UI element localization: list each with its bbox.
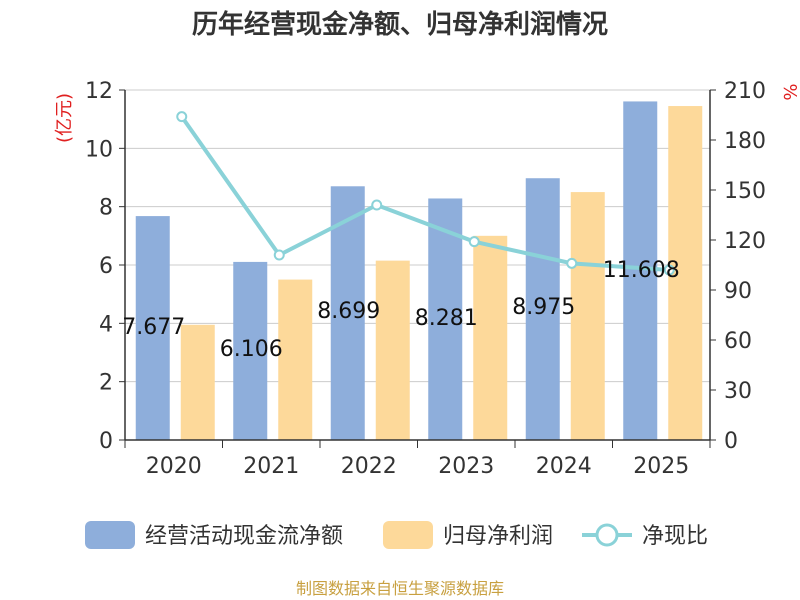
bars-group: [135, 101, 703, 441]
ratio-point: [176, 111, 188, 123]
netprofit-bar: [668, 106, 703, 441]
left-tick-label: 6: [99, 254, 113, 279]
right-tick-label: 210: [724, 79, 766, 104]
cashflow-data-label: 11.608: [603, 258, 680, 283]
legend-label-netprofit: 归母净利润: [443, 524, 553, 549]
cashflow-data-label: 7.677: [122, 315, 185, 340]
cashflow-data-label: 6.106: [220, 337, 283, 362]
legend-swatch-cashflow: [85, 521, 135, 549]
left-tick-label: 12: [85, 79, 113, 104]
legend-swatch-netprofit: [383, 521, 433, 549]
netprofit-bar: [180, 324, 215, 440]
left-tick-label: 10: [85, 137, 113, 162]
left-tick-label: 2: [99, 371, 113, 396]
ratio-point: [273, 249, 285, 261]
x-tick-label: 2022: [341, 454, 397, 479]
x-tick-label: 2024: [536, 454, 592, 479]
netprofit-bar: [473, 235, 508, 440]
legend: 经营活动现金流净额 归母净利润 净现比: [85, 521, 708, 549]
right-axis-unit: %: [779, 83, 800, 100]
ratio-point: [371, 199, 383, 211]
cashflow-bar: [233, 261, 268, 440]
x-tick-label: 2020: [146, 454, 202, 479]
cashflow-data-label: 8.975: [512, 295, 575, 320]
left-tick-label: 0: [99, 429, 113, 454]
data-labels-group: 7.677 6.106 8.699 8.281 8.975 11.608: [122, 258, 679, 362]
chart-title: 历年经营现金净额、归母净利润情况: [192, 9, 608, 40]
ratio-line: [180, 115, 670, 272]
cashflow-data-label: 8.281: [415, 306, 478, 331]
ratio-point: [468, 236, 480, 248]
legend-label-cashflow: 经营活动现金流净额: [145, 524, 343, 549]
right-tick-label: 150: [724, 179, 766, 204]
ratio-point: [663, 264, 675, 276]
left-tick-label: 4: [99, 312, 113, 337]
gridlines: [125, 89, 710, 383]
x-tick-label: 2023: [438, 454, 494, 479]
cashflow-bar: [525, 178, 560, 440]
cashflow-data-label: 8.699: [317, 299, 380, 324]
right-tick-label: 90: [724, 279, 752, 304]
right-tick-label: 180: [724, 129, 766, 154]
netprofit-bar: [375, 260, 410, 440]
netprofit-bar: [278, 279, 313, 440]
source-note: 制图数据来自恒生聚源数据库: [296, 579, 504, 598]
left-axis-unit: (亿元): [54, 93, 75, 143]
ratio-point: [566, 257, 578, 269]
cashflow-bar: [428, 198, 463, 440]
right-tick-label: 0: [724, 429, 738, 454]
x-tick-label: 2021: [243, 454, 299, 479]
right-tick-label: 30: [724, 379, 752, 404]
x-tick-label: 2025: [633, 454, 689, 479]
cashflow-bar: [330, 186, 365, 440]
right-tick-label: 120: [724, 229, 766, 254]
cashflow-bar: [135, 216, 170, 440]
legend-swatch-ratio-marker: [595, 523, 619, 547]
right-tick-label: 60: [724, 329, 752, 354]
netprofit-bar: [570, 192, 605, 440]
left-tick-label: 8: [99, 196, 113, 221]
legend-label-ratio: 净现比: [642, 524, 708, 549]
ratio-line-group: [176, 111, 675, 276]
